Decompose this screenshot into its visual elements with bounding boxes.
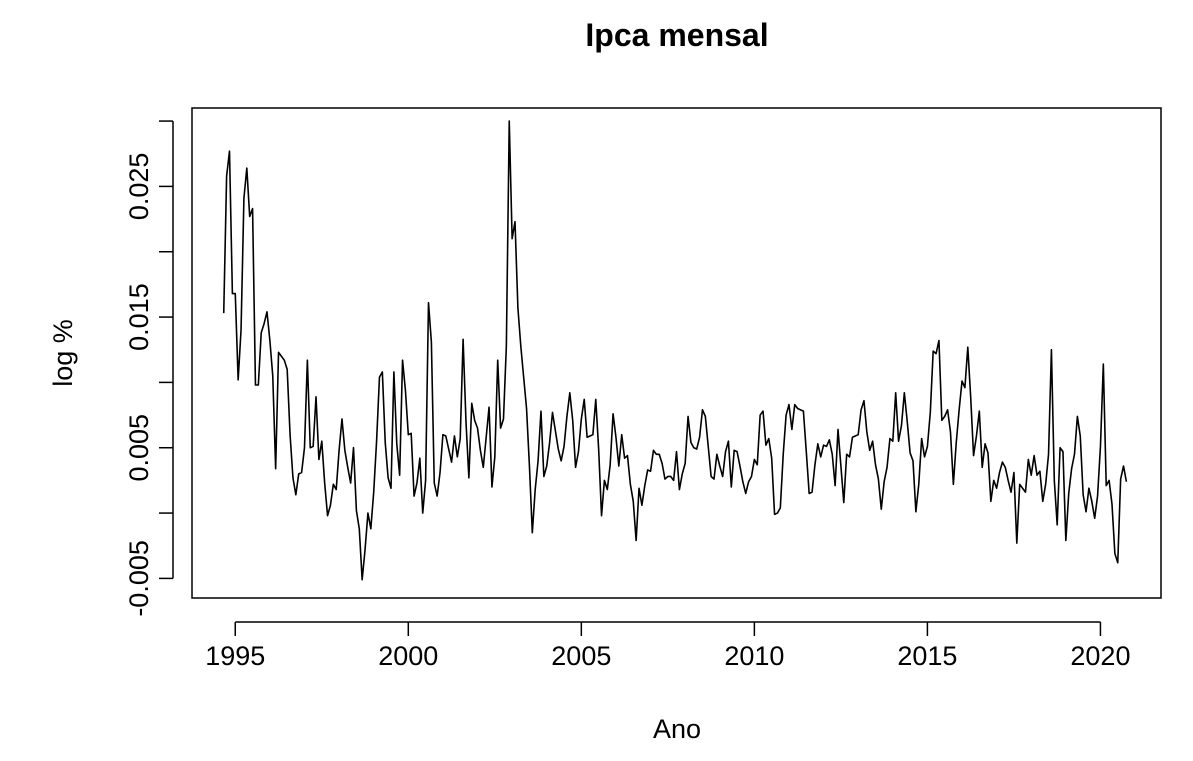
x-tick-label: 2010 (724, 641, 784, 671)
x-tick-label: 2005 (551, 641, 611, 671)
y-tick-label: -0.005 (124, 540, 154, 617)
plot-frame (191, 107, 1162, 599)
y-tick-label: 0.005 (124, 414, 154, 482)
chart-title: Ipca mensal (585, 17, 768, 53)
y-tick-label: 0.015 (124, 283, 154, 351)
x-tick-label: 2020 (1070, 641, 1130, 671)
y-tick-label: 0.025 (124, 153, 154, 221)
series-line (222, 120, 1128, 581)
x-axis-label: Ano (653, 714, 701, 744)
x-axis: 1995 2000 2005 2010 2015 2020 (205, 621, 1130, 671)
y-axis-label: log % (48, 319, 78, 387)
x-tick-label: 1995 (205, 641, 265, 671)
x-tick-label: 2015 (897, 641, 957, 671)
x-tick-label: 2000 (378, 641, 438, 671)
y-axis: -0.005 0.005 0.015 0.025 (124, 120, 174, 617)
